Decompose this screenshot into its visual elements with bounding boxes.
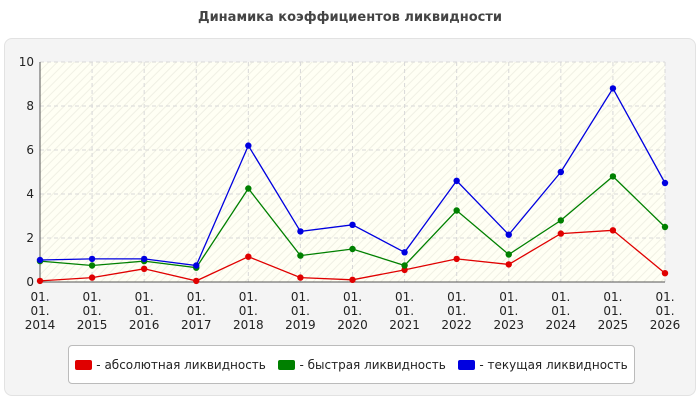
y-tick-label: 0 — [26, 275, 34, 289]
legend-item: - абсолютная ликвидность — [75, 358, 266, 372]
data-point — [193, 262, 200, 269]
data-point — [140, 265, 148, 272]
legend-item: - быстрая ликвидность — [278, 357, 446, 372]
x-tick-label: 01. 01. 2015 — [76, 290, 108, 332]
legend-swatch — [278, 359, 296, 370]
y-tick-label: 4 — [26, 187, 34, 201]
data-point — [349, 245, 356, 253]
x-tick-label: 01. 01. 2022 — [441, 290, 472, 332]
data-point — [557, 230, 565, 237]
legend-label: - текущая ликвидность — [479, 357, 628, 372]
y-tick-label: 8 — [26, 99, 34, 113]
x-tick-label: 01. 01. 2023 — [493, 290, 525, 332]
data-point — [401, 262, 408, 269]
data-point — [609, 173, 617, 180]
y-tick-label: 6 — [26, 143, 34, 157]
data-point — [609, 85, 617, 92]
data-point — [401, 266, 408, 274]
data-point — [505, 231, 512, 238]
legend-label: - быстрая ликвидность — [299, 357, 446, 372]
data-point — [245, 253, 252, 260]
x-tick-label: 01. 01. 2019 — [285, 290, 316, 332]
x-tick-label: 01. 01. 2021 — [389, 290, 420, 332]
legend-label: - абсолютная ликвидность — [96, 357, 266, 372]
data-point — [505, 261, 512, 268]
data-point — [88, 274, 96, 281]
data-point — [140, 255, 148, 263]
data-point — [88, 255, 96, 263]
data-point — [88, 262, 96, 269]
x-tick-label: 01. 01. 2018 — [233, 290, 264, 332]
data-point — [609, 227, 617, 234]
data-point — [453, 255, 460, 263]
data-point — [557, 168, 565, 176]
legend-swatch — [458, 359, 476, 370]
x-tick-label: 01. 01. 2017 — [180, 290, 212, 332]
y-tick-label: 2 — [26, 231, 34, 245]
data-point — [297, 228, 304, 235]
data-point — [349, 276, 356, 283]
data-point — [349, 221, 356, 228]
data-point — [297, 274, 304, 281]
chart-title: Динамика коэффициентов ликвидности — [198, 10, 502, 25]
data-point — [193, 277, 200, 285]
data-point — [661, 179, 669, 187]
x-tick-label: 01. 01. 2025 — [597, 290, 629, 332]
data-point — [453, 207, 460, 214]
x-tick-label: 01. 01. 2026 — [649, 290, 681, 332]
legend-item: - текущая ликвидность — [458, 357, 628, 372]
data-point — [661, 270, 669, 277]
x-tick-label: 01. 01. 2024 — [545, 290, 577, 332]
data-point — [245, 185, 252, 192]
data-point — [36, 256, 44, 264]
data-point — [401, 249, 408, 256]
data-point — [557, 217, 565, 224]
x-tick-label: 01. 01. 2020 — [337, 290, 368, 332]
y-tick-label: 10 — [19, 55, 34, 69]
x-tick-label: 01. 01. 2014 — [24, 290, 56, 332]
data-point — [661, 223, 669, 231]
x-tick-label: 01. 01. 2016 — [128, 290, 160, 332]
data-point — [505, 251, 512, 258]
data-point — [297, 252, 304, 259]
data-point — [245, 142, 252, 149]
data-point — [36, 277, 44, 285]
legend-swatch — [75, 359, 93, 370]
legend: - абсолютная ликвидность - быстрая ликвид… — [68, 345, 635, 384]
data-point — [453, 177, 460, 184]
